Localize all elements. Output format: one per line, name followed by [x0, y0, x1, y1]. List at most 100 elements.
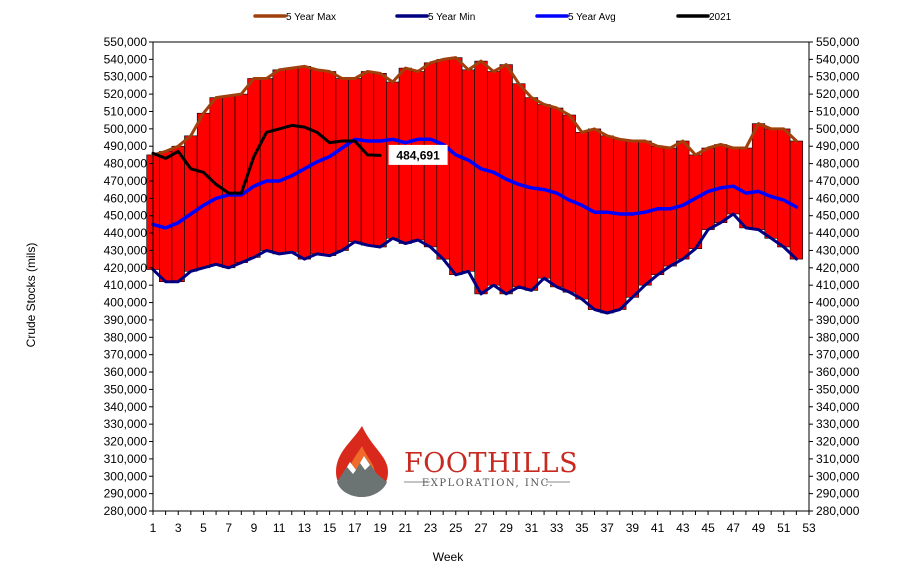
x-tick-label: 45 [701, 521, 715, 535]
logo-tagline: EXPLORATION, INC. [422, 478, 554, 489]
y-tick-label-right: 370,000 [816, 348, 860, 362]
x-tick-label: 29 [500, 521, 514, 535]
y-tick-label-left: 360,000 [104, 365, 148, 379]
range-bar [676, 140, 690, 260]
x-tick-label: 49 [752, 521, 766, 535]
x-tick-label: 13 [298, 521, 312, 535]
y-tick-label-left: 440,000 [104, 226, 148, 240]
y-tick-label-right: 550,000 [816, 35, 860, 49]
y-tick-label-right: 280,000 [816, 504, 860, 518]
y-tick-label-left: 290,000 [104, 487, 148, 501]
y-tick-label-left: 530,000 [104, 70, 148, 84]
legend-label: 5 Year Min [428, 12, 475, 23]
y-tick-label-right: 330,000 [816, 417, 860, 431]
range-bar [751, 123, 766, 230]
y-tick-label-left: 430,000 [104, 243, 148, 257]
y-tick-label-left: 500,000 [104, 122, 148, 136]
y-tick-label-left: 350,000 [104, 382, 148, 396]
y-tick-label-left: 370,000 [104, 348, 148, 362]
y-tick-label-right: 390,000 [816, 313, 860, 327]
y-tick-label-right: 510,000 [816, 104, 860, 118]
range-bar [613, 139, 627, 310]
y-tick-label-left: 510,000 [104, 104, 148, 118]
y-tick-label-left: 320,000 [104, 435, 148, 449]
y-tick-label-right: 450,000 [816, 209, 860, 223]
x-tick-label: 31 [525, 521, 539, 535]
y-tick-label-left: 450,000 [104, 209, 148, 223]
y-axis-title: Crude Stocks (mils) [24, 243, 38, 348]
x-tick-label: 1 [150, 521, 157, 535]
range-bar [714, 144, 728, 223]
range-bar [348, 78, 362, 243]
y-tick-label-right: 380,000 [816, 330, 860, 344]
range-bar [600, 135, 614, 314]
series-line-5-year-min [151, 212, 798, 315]
plot-area: 484,691 [146, 56, 803, 315]
y-tick-label-left: 540,000 [104, 52, 148, 66]
x-axis-title: Week [433, 550, 464, 564]
x-tick-label: 9 [251, 521, 258, 535]
x-tick-label: 7 [225, 521, 232, 535]
legend-label: 5 Year Avg [568, 12, 616, 23]
y-tick-label-right: 480,000 [816, 157, 860, 171]
y-tick-label-left: 330,000 [104, 417, 148, 431]
range-bar [196, 112, 211, 269]
x-tick-label: 11 [273, 521, 286, 535]
range-bar [726, 147, 740, 215]
y-tick-label-right: 350,000 [816, 382, 860, 396]
range-bar [764, 128, 778, 239]
range-bar [335, 78, 349, 251]
y-tick-label-right: 340,000 [816, 400, 860, 414]
y-tick-label-right: 300,000 [816, 469, 860, 483]
x-tick-label: 21 [399, 521, 413, 535]
x-tick-label: 37 [600, 521, 614, 535]
x-tick-label: 17 [348, 521, 362, 535]
range-bar [184, 135, 198, 272]
y-tick-label-left: 310,000 [104, 452, 148, 466]
foothills-logo: FOOTHILLS EXPLORATION, INC. [336, 426, 578, 497]
y-tick-label-left: 410,000 [104, 278, 148, 292]
range-bar [360, 71, 375, 246]
y-tick-label-right: 440,000 [816, 226, 860, 240]
range-bar [449, 57, 463, 276]
y-tick-label-right: 530,000 [816, 70, 860, 84]
y-tick-label-right: 320,000 [816, 435, 860, 449]
y-tick-label-right: 360,000 [816, 365, 860, 379]
y-tick-label-left: 380,000 [104, 330, 148, 344]
series-line-2021 [151, 123, 382, 195]
x-tick-label: 47 [727, 521, 741, 535]
range-bar [587, 128, 602, 310]
y-tick-label-right: 420,000 [816, 261, 860, 275]
range-bar [272, 69, 286, 255]
y-tick-label-left: 390,000 [104, 313, 148, 327]
y-tick-label-right: 470,000 [816, 174, 860, 188]
range-bar [159, 151, 173, 282]
y-tick-label-right: 400,000 [816, 296, 860, 310]
x-tick-label: 23 [424, 521, 438, 535]
x-tick-label: 39 [626, 521, 640, 535]
y-tick-label-right: 500,000 [816, 122, 860, 136]
y-tick-label-right: 430,000 [816, 243, 860, 257]
range-bar [373, 73, 387, 248]
y-tick-label-left: 400,000 [104, 296, 148, 310]
range-bar [625, 140, 639, 298]
range-bar [297, 66, 312, 260]
range-bar [171, 145, 185, 282]
logo-name: FOOTHILLS [404, 448, 578, 479]
range-bar [575, 132, 589, 300]
y-tick-label-left: 280,000 [104, 504, 148, 518]
callout-label: 484,691 [396, 148, 440, 162]
x-tick-label: 41 [651, 521, 665, 535]
y-tick-label-right: 290,000 [816, 487, 860, 501]
x-tick-label: 25 [449, 521, 463, 535]
range-bar [461, 69, 476, 272]
x-tick-label: 35 [575, 521, 589, 535]
range-bar [739, 147, 753, 229]
flame-mountain-icon [336, 426, 388, 497]
range-bar [486, 71, 501, 286]
y-tick-label-right: 310,000 [816, 452, 860, 466]
range-bar [259, 78, 274, 251]
legend-label: 5 Year Max [286, 12, 336, 23]
